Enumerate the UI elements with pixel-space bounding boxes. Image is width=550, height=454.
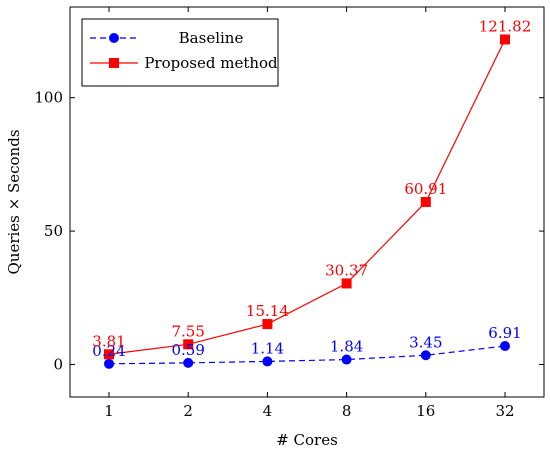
legend-baseline-marker bbox=[109, 33, 119, 43]
series-layer bbox=[104, 34, 510, 369]
y-axis-title: Queries × Seconds bbox=[5, 129, 23, 274]
y-tick-label: 0 bbox=[53, 355, 63, 373]
data-point-proposed-method bbox=[104, 349, 114, 360]
data-label-baseline: 3.45 bbox=[409, 333, 442, 351]
data-labels: 0.24 0.59 1.14 1.84 3.45 6.91 3.81 7.55 15.14 30.… bbox=[92, 17, 531, 359]
legend-box bbox=[81, 18, 279, 87]
y-tick-label: 50 bbox=[44, 222, 63, 240]
x-axis-title: # Cores bbox=[276, 431, 338, 449]
data-label-baseline: 1.14 bbox=[251, 339, 284, 357]
data-point-baseline bbox=[183, 357, 194, 368]
data-label-baseline: 6.91 bbox=[488, 324, 521, 342]
data-point-proposed-method bbox=[341, 278, 352, 289]
data-label-proposed-method: 30.37 bbox=[325, 261, 368, 279]
legend-baseline-label: Baseline bbox=[179, 29, 244, 47]
data-label-proposed-method: 60.91 bbox=[404, 180, 447, 198]
data-point-baseline bbox=[500, 341, 510, 352]
data-label-proposed-method: 7.55 bbox=[171, 322, 204, 340]
data-point-proposed-method bbox=[420, 196, 431, 207]
legend-proposed-label: Proposed method bbox=[144, 54, 278, 72]
data-label-baseline: 0.24 bbox=[92, 342, 125, 360]
data-point-baseline bbox=[341, 354, 352, 365]
data-point-baseline bbox=[262, 356, 273, 367]
data-label-baseline: 1.84 bbox=[330, 338, 363, 356]
data-label-proposed-method: 3.81 bbox=[92, 332, 125, 350]
data-label-proposed-method: 15.14 bbox=[246, 302, 289, 320]
legend: Baseline Proposed method bbox=[81, 18, 279, 87]
x-tick-label: 8 bbox=[342, 402, 352, 420]
x-tick-label: 4 bbox=[263, 402, 273, 420]
series-line-baseline bbox=[108, 345, 506, 365]
x-tick-label: 16 bbox=[416, 402, 435, 420]
data-point-proposed-method bbox=[262, 319, 273, 330]
y-axis-ticks: 0 50 100 bbox=[34, 89, 544, 373]
series-line-proposed-method bbox=[108, 39, 506, 355]
x-tick-label: 1 bbox=[104, 402, 114, 420]
y-tick-label: 100 bbox=[34, 89, 63, 107]
data-point-proposed-method bbox=[183, 339, 194, 350]
x-tick-label: 2 bbox=[183, 402, 193, 420]
data-label-baseline: 0.59 bbox=[171, 341, 204, 359]
data-point-baseline bbox=[420, 350, 431, 361]
data-point-proposed-method bbox=[500, 34, 510, 45]
legend-proposed-marker bbox=[109, 58, 119, 68]
x-tick-label: 32 bbox=[495, 402, 514, 420]
data-point-baseline bbox=[104, 358, 114, 369]
x-axis-ticks: 1 2 4 8 16 32 bbox=[104, 7, 515, 420]
data-label-proposed-method: 121.82 bbox=[479, 17, 532, 35]
plot-frame bbox=[69, 6, 545, 398]
